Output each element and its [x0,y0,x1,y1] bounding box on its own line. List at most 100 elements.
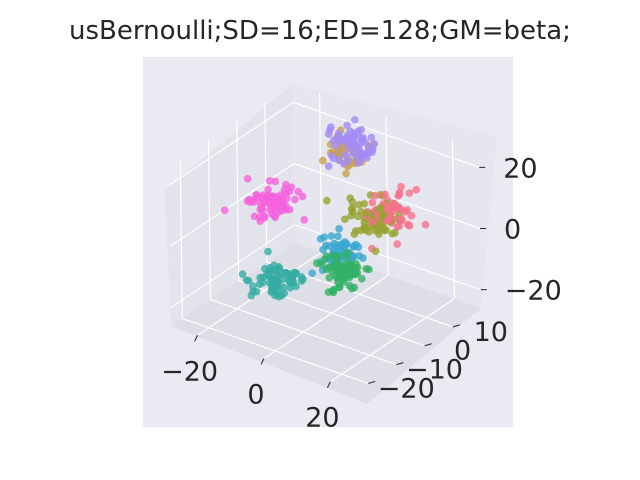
scatter-point [401,207,410,216]
data-points [220,116,430,301]
scatter-point [405,221,414,230]
scatter-point [330,264,339,272]
scatter-point [238,270,247,278]
scatter-point [312,259,321,268]
scatter-point [343,121,351,130]
scatter-point [331,141,339,150]
scatter-point [371,191,380,200]
scatter-point [308,269,316,278]
scatter-point [368,198,377,207]
back-pane-left [165,84,295,326]
scatter-point [266,263,275,272]
scatter-point [274,292,283,301]
x-tick-label: −20 [161,356,218,387]
scatter-point [349,242,358,251]
scatter-point [407,211,416,220]
scatter-point [286,283,295,292]
scatter-point [256,217,265,225]
scatter-point [252,287,261,296]
y-tick-label: 10 [474,317,508,348]
scatter-point [375,224,383,233]
scatter-point [352,264,360,273]
scatter-point [364,227,373,236]
scatter-point [264,247,272,256]
scatter-point [280,185,289,194]
scatter-point [264,271,273,280]
scatter-point [243,197,252,206]
scatter-point [342,169,350,178]
grid-line-y [210,299,397,366]
scatter-point [394,191,403,200]
scatter-point [421,220,430,229]
scatter-point [271,213,280,222]
scatter-point [355,200,363,209]
y-tick-label: 0 [454,336,471,367]
scatter-point [328,286,337,295]
x-tick-mark [260,358,265,365]
scatter-point [368,218,377,226]
scatter-point [298,192,307,201]
scatter-point [324,162,333,171]
x-tick-mark [194,335,199,342]
scatter-point [381,190,389,199]
scatter-point [290,268,299,277]
scatter-point [334,134,343,143]
scatter-point [256,205,265,214]
scatter-point [355,251,364,260]
scatter-point [267,286,276,295]
scatter-point [294,187,303,196]
scatter-point [347,259,356,268]
grid-line-z [293,101,480,168]
y-tick-mark [396,362,404,366]
grid-line-z [170,224,296,309]
scatter-point [376,203,385,212]
scatter-point [263,194,272,203]
z-tick-label: −20 [505,276,562,307]
scatter-point [255,280,264,289]
scatter-point [412,185,421,194]
scatter-point [343,248,351,257]
chart-title: usBernoulli;SD=16;ED=128;GM=beta; [69,16,571,46]
scatter-point [354,158,363,167]
scatter-point [321,241,330,250]
scatter-point [342,240,351,249]
scatter-point [405,189,414,197]
scatter-point [346,194,355,203]
scatter-point [316,234,325,243]
grid-line-x [263,275,389,359]
scatter-point [397,214,405,223]
tick-marks [194,166,487,388]
y-tick-mark [368,380,376,384]
scatter-point [356,226,365,235]
grid-line-z [168,101,294,186]
y-tick-mark [424,343,432,347]
scatter-point [332,254,341,262]
z-tick-label: 0 [504,215,521,246]
y-tick-label: −20 [378,373,435,404]
scatter-point [265,176,274,185]
y-tick-label: −10 [406,355,463,386]
scatter-point [338,275,347,284]
scatter-point [327,232,336,240]
scatter-point [371,247,380,256]
scatter-point [300,215,309,224]
scatter-point [334,232,342,241]
scatter-point [320,255,329,264]
grid-line-y [182,317,369,385]
grid-line-x [330,298,455,383]
scatter-point [335,224,343,233]
scatter-point [318,156,327,165]
scatter-point [287,183,296,192]
y-tick-mark [452,324,460,328]
scatter-point [390,228,399,237]
scatter-point [244,276,253,285]
x-tick-label: 20 [305,403,339,434]
scatter-point [357,274,366,283]
scatter-point [273,272,282,280]
scatter-point [220,206,229,215]
scatter-point [347,211,355,220]
scatter-point [322,196,331,205]
scatter-point [397,182,405,191]
